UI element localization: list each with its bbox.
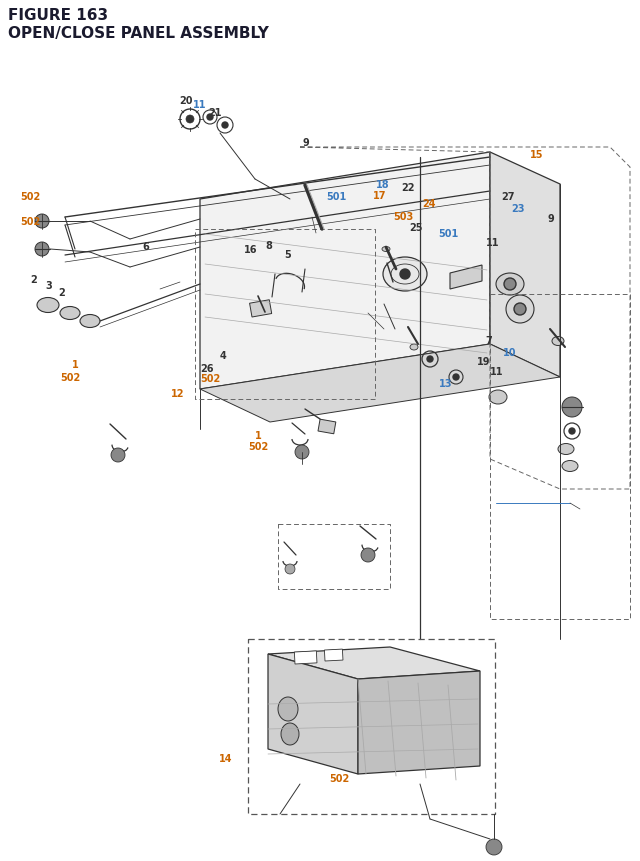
Ellipse shape [489,391,507,405]
Text: 27: 27 [501,191,515,201]
Text: 11: 11 [490,367,504,377]
Circle shape [504,279,516,291]
Text: 21: 21 [208,108,222,118]
Text: 502: 502 [20,192,41,202]
Text: 11: 11 [193,100,207,110]
Circle shape [514,304,526,316]
Text: 2: 2 [30,275,36,285]
Circle shape [453,375,459,381]
Ellipse shape [496,274,524,295]
Ellipse shape [552,338,564,346]
Text: 12: 12 [171,388,185,399]
Text: 20: 20 [179,96,193,106]
Text: 502: 502 [248,442,269,452]
Text: 22: 22 [401,183,415,193]
Ellipse shape [383,257,427,292]
Polygon shape [450,266,482,289]
Polygon shape [268,654,358,774]
Circle shape [486,839,502,855]
Text: 16: 16 [244,245,258,255]
Ellipse shape [80,315,100,328]
Circle shape [295,445,309,460]
Bar [324,649,343,661]
Text: 13: 13 [438,379,452,389]
Text: 5: 5 [285,250,291,260]
Text: 23: 23 [511,204,525,214]
Polygon shape [268,647,480,679]
Circle shape [400,269,410,280]
Circle shape [207,115,213,121]
Circle shape [506,295,534,324]
Text: 26: 26 [200,363,214,374]
Text: 501: 501 [438,229,458,239]
Circle shape [562,398,582,418]
Text: 24: 24 [422,199,436,209]
Text: 6: 6 [143,241,149,251]
Text: 2: 2 [58,288,65,298]
Text: 4: 4 [220,350,226,361]
Text: 10: 10 [502,348,516,358]
Ellipse shape [37,298,59,313]
Ellipse shape [281,723,299,745]
Ellipse shape [410,344,418,350]
Bar [294,651,317,664]
Text: 19: 19 [477,356,491,367]
Text: 18: 18 [376,180,390,190]
Text: 502: 502 [60,372,81,382]
Ellipse shape [382,247,390,252]
Circle shape [222,123,228,129]
Text: 502: 502 [20,217,41,227]
Text: 17: 17 [373,190,387,201]
Text: 11: 11 [486,238,500,248]
Text: 9: 9 [547,214,554,224]
Text: 8: 8 [266,240,272,251]
Text: 7: 7 [486,336,492,346]
Circle shape [569,429,575,435]
Bar [250,300,272,318]
Polygon shape [490,152,560,378]
Text: 3: 3 [45,281,52,291]
Circle shape [427,356,433,362]
Ellipse shape [60,307,80,320]
Polygon shape [358,672,480,774]
Text: 1: 1 [72,360,79,370]
Text: 501: 501 [326,191,347,201]
Polygon shape [200,152,490,389]
Text: 1: 1 [255,430,262,441]
Circle shape [361,548,375,562]
Text: 25: 25 [409,222,423,232]
Ellipse shape [558,444,574,455]
Text: 502: 502 [200,374,220,384]
Circle shape [35,214,49,229]
Polygon shape [200,344,560,423]
Circle shape [186,116,194,124]
Circle shape [285,564,295,574]
Text: 15: 15 [529,150,543,160]
Text: FIGURE 163: FIGURE 163 [8,8,108,23]
Text: 14: 14 [218,753,232,763]
Text: OPEN/CLOSE PANEL ASSEMBLY: OPEN/CLOSE PANEL ASSEMBLY [8,26,269,41]
Circle shape [35,243,49,257]
Ellipse shape [562,461,578,472]
Text: 9: 9 [303,138,309,148]
Text: 502: 502 [329,773,349,784]
Bar [318,419,336,434]
Text: 503: 503 [393,212,413,222]
Circle shape [111,449,125,462]
Ellipse shape [278,697,298,722]
